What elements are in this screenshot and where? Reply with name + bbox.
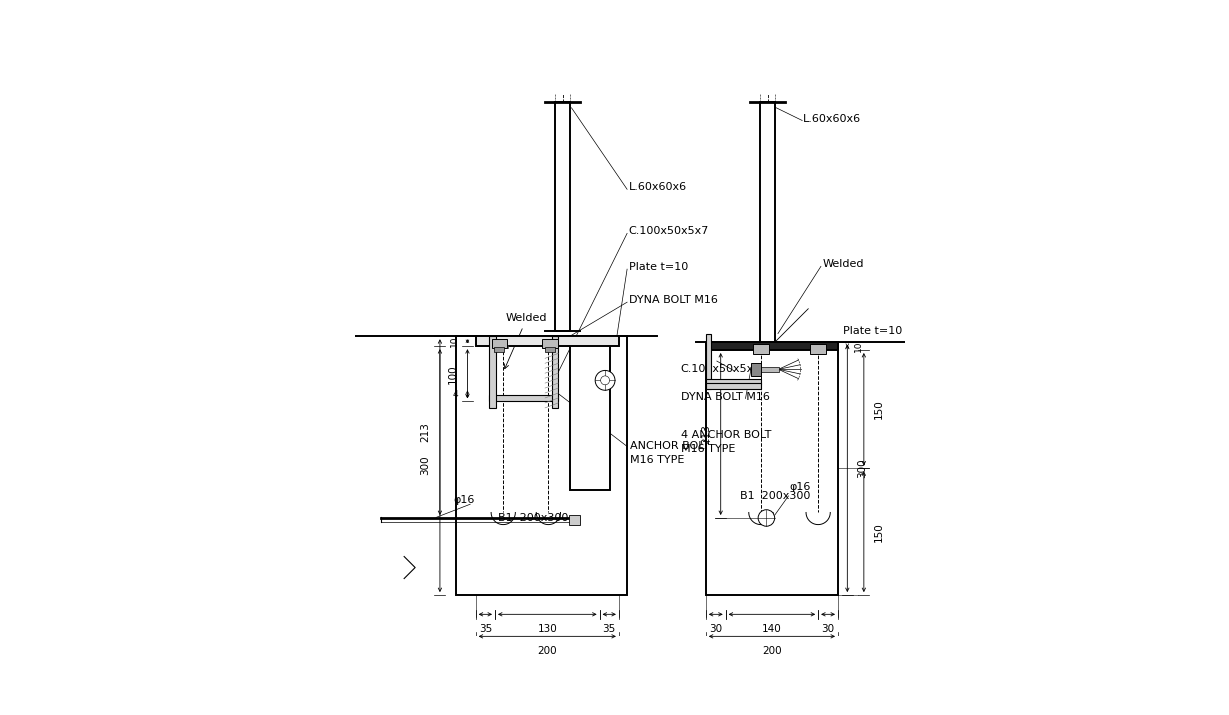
Text: ANCHOR BOLT: ANCHOR BOLT bbox=[629, 441, 709, 451]
Text: 300: 300 bbox=[858, 458, 868, 478]
Bar bbox=[705, 333, 712, 388]
FancyBboxPatch shape bbox=[546, 347, 556, 352]
Text: φ16: φ16 bbox=[454, 495, 476, 505]
Bar bbox=[476, 336, 619, 346]
Text: B1  200x300: B1 200x300 bbox=[498, 513, 568, 523]
Text: 10: 10 bbox=[854, 340, 863, 352]
Text: Plate t=10: Plate t=10 bbox=[843, 325, 903, 335]
Circle shape bbox=[595, 370, 614, 390]
Text: 10: 10 bbox=[450, 335, 458, 347]
Text: 300: 300 bbox=[420, 456, 430, 475]
Text: 130: 130 bbox=[537, 624, 557, 634]
Text: B1  200x300: B1 200x300 bbox=[740, 490, 810, 500]
Bar bbox=[489, 336, 497, 408]
Bar bbox=[705, 379, 761, 384]
Bar bbox=[570, 336, 610, 490]
Text: 30: 30 bbox=[821, 624, 834, 634]
Bar bbox=[556, 102, 570, 331]
Text: 150: 150 bbox=[874, 522, 884, 542]
Text: 213: 213 bbox=[420, 422, 430, 442]
Text: φ16: φ16 bbox=[789, 483, 811, 493]
Text: 35: 35 bbox=[479, 624, 492, 634]
Bar bbox=[705, 342, 838, 350]
FancyBboxPatch shape bbox=[753, 344, 768, 354]
Text: M16 TYPE: M16 TYPE bbox=[681, 444, 735, 454]
Text: L.60x60x6: L.60x60x6 bbox=[629, 182, 687, 192]
Text: DYNA BOLT M16: DYNA BOLT M16 bbox=[681, 392, 769, 402]
Text: 35: 35 bbox=[602, 624, 616, 634]
Text: 150: 150 bbox=[874, 400, 884, 419]
Text: L.60x60x6: L.60x60x6 bbox=[804, 114, 862, 124]
FancyBboxPatch shape bbox=[810, 344, 826, 354]
Text: C.100x50x5x7: C.100x50x5x7 bbox=[681, 364, 761, 374]
FancyBboxPatch shape bbox=[751, 363, 761, 376]
Text: 200: 200 bbox=[762, 646, 782, 656]
FancyBboxPatch shape bbox=[492, 338, 508, 348]
Circle shape bbox=[601, 376, 610, 385]
Text: 4 ANCHOR BOLT: 4 ANCHOR BOLT bbox=[681, 430, 771, 440]
Circle shape bbox=[758, 510, 774, 526]
Text: C.100x50x5x7: C.100x50x5x7 bbox=[629, 227, 709, 237]
Bar bbox=[705, 383, 761, 388]
FancyBboxPatch shape bbox=[542, 338, 558, 348]
FancyBboxPatch shape bbox=[494, 347, 504, 352]
Text: Welded: Welded bbox=[504, 313, 547, 369]
Bar bbox=[489, 395, 558, 401]
Text: Welded: Welded bbox=[822, 260, 864, 270]
Bar bbox=[760, 102, 775, 342]
Text: 140: 140 bbox=[762, 624, 782, 634]
Text: 30: 30 bbox=[709, 624, 723, 634]
Text: 213: 213 bbox=[701, 424, 710, 444]
Text: 200: 200 bbox=[537, 646, 557, 656]
Bar bbox=[499, 345, 508, 348]
Text: M16 TYPE: M16 TYPE bbox=[629, 455, 685, 465]
Bar bbox=[552, 336, 558, 408]
Text: 4: 4 bbox=[454, 390, 458, 399]
FancyBboxPatch shape bbox=[569, 516, 580, 525]
Bar bbox=[761, 367, 778, 372]
Bar bbox=[705, 342, 838, 595]
Text: 100: 100 bbox=[447, 364, 457, 383]
Text: DYNA BOLT M16: DYNA BOLT M16 bbox=[629, 295, 718, 305]
Bar bbox=[456, 336, 627, 595]
Bar bbox=[544, 345, 553, 348]
Text: Plate t=10: Plate t=10 bbox=[629, 262, 688, 272]
